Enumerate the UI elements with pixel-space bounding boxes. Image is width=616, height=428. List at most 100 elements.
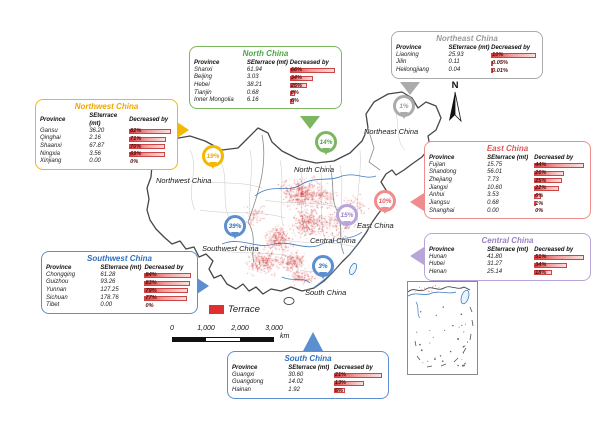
decreased-bar-cell: 8% (289, 90, 337, 97)
scale-tick: 3,000 (265, 325, 283, 332)
table-body: Fujian 15.75 44% Shandong 56.01 26% Zhejiang 7.… (429, 162, 586, 216)
province-name: Jiangsu (429, 200, 450, 207)
decrease-percent: 34% (290, 74, 302, 81)
decrease-percent: 79% (145, 287, 157, 294)
province-name: Hebei (194, 81, 210, 88)
map-label-south-china: South China (305, 288, 347, 297)
decreased-bar-cell: 44% (534, 162, 586, 168)
seterrace-value: 0.68 (246, 89, 259, 96)
seterrace-value: 2.16 (89, 135, 101, 142)
decrease-percent: 44% (535, 162, 547, 169)
decrease-percent: 8% (290, 90, 299, 97)
dash-line (414, 306, 474, 368)
seterrace-value: 0.68 (487, 200, 499, 207)
decreased-bar-cell: 51% (534, 254, 586, 260)
table-row: Qinghai 2.16 71% (40, 135, 173, 143)
table-row: Anhui 3.53 6% (429, 192, 586, 200)
pin-value: 10% (378, 197, 392, 205)
inset-map (407, 285, 474, 368)
decreased-bar-cell: 21% (333, 372, 384, 378)
decreased-bar-cell: 5% (333, 388, 384, 394)
panel-title: Southwest China (87, 254, 152, 263)
seterrace-value: 0.00 (100, 302, 113, 309)
province-name: Guizhou (46, 279, 69, 286)
province-name: Tianjin (194, 89, 212, 96)
seterrace-value: 0.04 (448, 66, 461, 73)
map-pin-east: 10% (374, 190, 396, 212)
decreased-bar-cell: 0% (144, 303, 193, 309)
province-name: Ningxia (40, 150, 61, 157)
seterrace-value: 25.14 (487, 268, 503, 275)
seterrace-value: 30.60 (288, 371, 304, 378)
seterrace-value: 0.11 (448, 59, 460, 66)
table-row: Ningxia 3.56 69% (40, 151, 173, 159)
province-name: Shaanxi (40, 142, 62, 149)
callout-pointer-north (300, 116, 320, 129)
table-row: Xinjiang 0.00 0% (40, 158, 173, 166)
col-province: Province (40, 116, 66, 123)
table-row: Tianjin 0.68 8% (194, 90, 337, 98)
central-china-panel: Central China Province SEterrace (mt) De… (424, 233, 591, 281)
table-row: Shaanxi 67.87 70% (40, 143, 173, 151)
panel-title: East China (486, 144, 529, 153)
decreased-bar-cell: 83% (144, 280, 193, 286)
col-seterrace: SEterrace (mt) (487, 246, 529, 253)
decrease-percent: 77% (145, 295, 157, 302)
callout-pointer-southwest (197, 278, 209, 294)
south-china-sea-inset (407, 281, 478, 375)
south-china-panel: South China Province SEterrace (mt) Decr… (227, 351, 389, 399)
seterrace-value: 127.25 (100, 286, 119, 293)
table-row: Hebei 38.21 25% (194, 82, 337, 90)
decreased-bar-cell: 26% (534, 170, 586, 176)
province-name: Sichuan (46, 294, 68, 301)
decrease-percent: 1% (535, 200, 544, 207)
decrease-percent: 0.05% (492, 59, 508, 66)
map-label-north-china: North China (294, 165, 335, 174)
pin-value: 1% (399, 102, 409, 110)
northeast-china-panel: Northeast China Province SEterrace (mt) … (391, 31, 543, 79)
callout-pointer-south (303, 332, 323, 351)
decrease-percent: 71% (130, 135, 142, 142)
seterrace-value: 10.60 (487, 184, 503, 191)
panel-title: Northwest China (74, 102, 139, 111)
seterrace-value: 56.01 (487, 169, 503, 176)
decreased-bar-cell: 25% (289, 83, 337, 89)
col-seterrace: SEterrace (mt) (288, 364, 330, 371)
legend-label: Terrace (228, 304, 260, 315)
decreased-bar-cell: 6% (534, 193, 586, 199)
scale-segment (239, 338, 273, 341)
seterrace-value: 31.27 (487, 261, 503, 268)
table-row: Jilin 0.11 0.05% (396, 59, 538, 67)
compass: N (445, 80, 465, 130)
col-province: Province (194, 59, 220, 66)
decreased-bar-cell: 70% (129, 144, 173, 150)
decrease-percent: 84% (145, 272, 157, 279)
map-pin-southwest: 39% (224, 215, 246, 237)
decrease-percent: 26% (535, 169, 547, 176)
col-decreased: Decreased by (333, 364, 373, 371)
table-row: Shanxi 61.94 66% (194, 67, 337, 75)
province-name: Anhui (429, 192, 445, 199)
taiwan-island (349, 262, 357, 276)
seterrace-value: 7.73 (487, 176, 499, 183)
decrease-percent: 6% (290, 97, 299, 104)
table-header: Province SEterrace (mt) Decreased by (40, 112, 173, 128)
scale-unit: km (280, 333, 290, 340)
seterrace-value: 61.28 (100, 271, 116, 278)
callout-pointer-east (410, 193, 424, 211)
panel-title: Central China (481, 236, 534, 245)
decreased-bar-cell: 34% (534, 262, 586, 268)
table-row: Liaoning 25.93 10% (396, 52, 538, 60)
table-row: Fujian 15.75 44% (429, 162, 586, 170)
province-name: Liaoning (396, 51, 419, 58)
table-header: Province SEterrace (mt) Decreased by (194, 59, 337, 67)
map-pin-northwest: 19% (202, 145, 224, 167)
province-name: Hubei (429, 261, 445, 268)
hainan-island (283, 296, 295, 306)
province-name: Henan (429, 268, 447, 275)
table-body: Shanxi 61.94 66% Beijing 3.03 34% Hebei 38.21 25… (194, 67, 337, 106)
decreased-bar-cell: 84% (144, 272, 193, 278)
terrace-swatch-icon (209, 305, 224, 314)
table-header: Province SEterrace (mt) Decreased by (46, 264, 193, 272)
